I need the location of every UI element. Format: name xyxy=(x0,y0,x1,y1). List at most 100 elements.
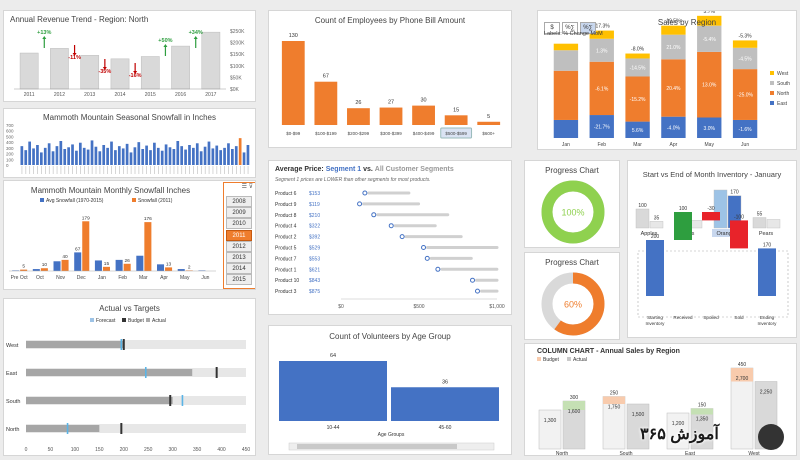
col-actual-label: 1,600 xyxy=(568,409,581,415)
targets-legend-actual: Actual xyxy=(152,318,166,324)
monthly-bar-2011 xyxy=(20,269,28,271)
revenue-xtick: 2014 xyxy=(114,92,125,98)
percent-total-button[interactable]: %∑ xyxy=(562,22,578,34)
targets-xtick: 350 xyxy=(193,447,202,453)
inventory-start-bar xyxy=(635,208,650,229)
sales-bar-north xyxy=(697,51,722,118)
monthly-2011-label: 179 xyxy=(82,215,90,221)
sales-legend-label: East xyxy=(777,101,788,107)
sales-change-label: -4.5% xyxy=(739,56,753,62)
targets-xtick: 200 xyxy=(120,447,129,453)
dollar-button[interactable]: $ xyxy=(544,22,560,34)
monthly-bar-2011 xyxy=(185,270,193,271)
monthly-2011-label: 15 xyxy=(104,261,110,267)
seasonal-bar xyxy=(215,145,219,165)
watermark: آموزش ۳۶۵ xyxy=(640,420,790,452)
col-xtick: West xyxy=(748,451,760,456)
revenue-bar xyxy=(110,58,130,90)
col-actual-label: 1,500 xyxy=(632,412,645,418)
employees-title: Count of Employees by Phone Bill Amount xyxy=(314,16,466,25)
price-value-label: $119 xyxy=(309,202,320,208)
sales-xtick: Mar xyxy=(633,142,642,148)
seasonal-bar xyxy=(192,147,195,165)
monthly-bar-avg xyxy=(136,255,144,271)
monthly-bar-2011 xyxy=(123,263,131,271)
monthly-xtick: Pre Oct xyxy=(11,275,29,281)
volunteers-value-label: 64 xyxy=(330,353,336,359)
year-button-2015[interactable]: 2015 xyxy=(226,274,252,286)
revenue-chart: $0K $50K $100K $150K $200K $250K 2011 2012 2013 2… xyxy=(14,29,245,98)
percent-change-button[interactable]: %∑ xyxy=(580,22,596,34)
col-xtick: East xyxy=(685,451,696,456)
price-value-label: $322 xyxy=(309,224,320,230)
revenue-xtick: 2011 xyxy=(24,92,35,98)
sales-change-label: -8.0% xyxy=(631,47,645,53)
employees-value-label: 15 xyxy=(453,107,459,113)
inventory-group-label: Oranges xyxy=(716,231,737,237)
progress-title-1: Progress Chart xyxy=(545,166,599,175)
col-legend-actual-swatch xyxy=(567,357,571,361)
seasonal-bar xyxy=(246,145,250,165)
targets-category: West xyxy=(6,343,19,349)
year-button-2012[interactable]: 2012 xyxy=(226,240,252,252)
sales-bar-north xyxy=(553,70,579,120)
seasonal-bar xyxy=(153,142,156,165)
waterfall-bar xyxy=(674,212,692,240)
inventory-end-bar xyxy=(766,219,781,229)
seasonal-bar xyxy=(36,145,39,165)
monthly-2011-label: 5 xyxy=(22,264,25,270)
col-budget-label: 1,300 xyxy=(544,418,557,424)
seasonal-bar xyxy=(231,149,234,165)
targets-legend-budget-swatch xyxy=(122,318,126,322)
seasonal-bar xyxy=(106,147,109,165)
col-diff-bar xyxy=(603,396,625,404)
volunteers-bar xyxy=(279,361,387,421)
waterfall-bar xyxy=(758,248,776,296)
seasonal-ytick: 300 xyxy=(6,146,14,151)
seasonal-bar xyxy=(98,151,102,165)
sales-change-label: -14.5% xyxy=(630,65,646,71)
title-part-1: Average Price: xyxy=(275,166,324,173)
year-button-2008[interactable]: 2008 xyxy=(226,196,252,207)
snow-monthly-chart: Avg Snowfall (1970-2015) Snowfall (2011) 5… xyxy=(9,198,216,281)
monthly-bar-2011 xyxy=(165,267,173,271)
volunteers-value-label: 36 xyxy=(442,379,448,385)
watermark-text: آموزش ۳۶۵ xyxy=(640,426,719,443)
seasonal-bar xyxy=(203,146,207,165)
targets-xtick: 250 xyxy=(144,447,153,453)
employees-value-label: 5 xyxy=(487,114,490,120)
waterfall-category: Received xyxy=(673,315,693,320)
monthly-2011-label: 10 xyxy=(42,262,48,268)
monthly-bar-2011 xyxy=(144,222,152,271)
year-button-2010[interactable]: 2010 xyxy=(226,218,252,230)
year-button-2014[interactable]: 2014 xyxy=(226,263,252,275)
sales-bar-north xyxy=(661,59,686,117)
monthly-xtick: Feb xyxy=(118,275,127,281)
year-button-2009[interactable]: 2009 xyxy=(226,207,252,219)
inventory-start-bar xyxy=(752,217,767,229)
year-button-2011[interactable]: 2011 xyxy=(226,229,252,241)
col-budget-label: 2,700 xyxy=(736,376,749,382)
sales-change-label: 5.6% xyxy=(632,128,644,134)
monthly-xtick: Apr xyxy=(160,275,168,281)
progress-fill xyxy=(541,272,605,336)
sales-legend-swatch xyxy=(770,81,774,85)
actual-targets-chart: Forecast Budget Actual West East South North 0 5… xyxy=(6,318,250,453)
price-value-label: $553 xyxy=(309,256,320,262)
revenue-ytick: $150K xyxy=(230,52,245,58)
waterfall-category: Spoiled xyxy=(703,315,719,320)
monthly-avg-label: 67 xyxy=(75,246,81,252)
monthly-legend-swatch-avg xyxy=(40,198,44,202)
sales-legend-swatch xyxy=(770,101,774,105)
inventory-start-label: 100 xyxy=(638,203,647,209)
waterfall-label: 170 xyxy=(763,242,772,248)
year-button-2013[interactable]: 2013 xyxy=(226,252,252,263)
title-part-all: All Customer Segments xyxy=(374,166,454,173)
waterfall-category: Inventory xyxy=(758,321,778,326)
revenue-change-label: -35% xyxy=(98,69,111,75)
price-value-label: $621 xyxy=(309,267,320,273)
seasonal-bar xyxy=(82,147,86,165)
revenue-arrowhead xyxy=(72,53,77,56)
waterfall-category: Inventory xyxy=(646,321,666,326)
sales-bar-east xyxy=(553,119,579,138)
